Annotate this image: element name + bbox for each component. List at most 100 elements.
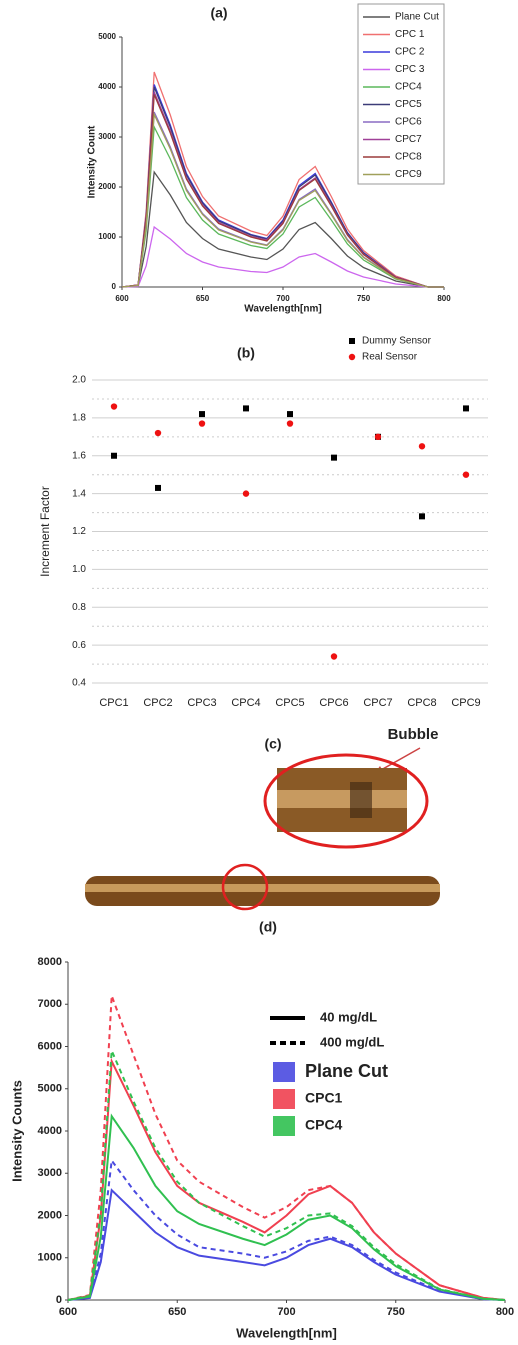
legend-label: CPC 1 xyxy=(395,29,425,40)
point xyxy=(287,411,293,417)
photo-panel: (c) Bubble xyxy=(85,726,440,909)
y-axis-label: Intensity Count xyxy=(87,125,98,198)
x-tick-label: 750 xyxy=(387,1306,405,1318)
point xyxy=(331,455,337,461)
x-tick-label: CPC4 xyxy=(231,697,260,709)
legend-label: CPC 3 xyxy=(395,64,425,75)
y-tick-label: 1000 xyxy=(38,1252,62,1264)
point xyxy=(243,405,249,411)
legend-label: CPC6 xyxy=(395,117,422,128)
legend-label: Plane Cut xyxy=(305,1061,388,1081)
point xyxy=(419,513,425,519)
x-tick-label: 800 xyxy=(496,1306,514,1318)
legend-label: CPC 2 xyxy=(395,47,425,58)
chart-title: (d) xyxy=(259,919,277,935)
y-tick-label: 1000 xyxy=(98,232,116,241)
y-tick-label: 3000 xyxy=(38,1167,62,1179)
y-tick-label: 2.0 xyxy=(72,375,86,386)
legend-swatch xyxy=(273,1116,295,1136)
y-tick-label: 4000 xyxy=(98,82,116,91)
point xyxy=(463,471,469,477)
legend-label: CPC1 xyxy=(305,1090,343,1106)
x-tick-label: 750 xyxy=(357,294,371,303)
point xyxy=(199,420,205,426)
y-tick-label: 1.8 xyxy=(72,413,86,424)
point xyxy=(243,490,249,496)
y-tick-label: 7000 xyxy=(38,998,62,1010)
point xyxy=(375,434,381,440)
y-tick-label: 0.8 xyxy=(72,602,86,613)
x-tick-label: CPC2 xyxy=(143,697,172,709)
legend-swatch xyxy=(349,338,355,344)
legend-label: CPC8 xyxy=(395,152,422,163)
sensor-highlight xyxy=(85,884,440,892)
series-line xyxy=(68,1190,505,1300)
y-tick-label: 5000 xyxy=(98,32,116,41)
legend-swatch xyxy=(273,1062,295,1082)
x-tick-label: 600 xyxy=(115,294,129,303)
legend-label: CPC5 xyxy=(395,99,422,110)
y-axis-label: Intensity Counts xyxy=(9,1080,24,1182)
x-tick-label: 600 xyxy=(59,1306,77,1318)
x-tick-label: 650 xyxy=(168,1306,186,1318)
point xyxy=(111,403,117,409)
y-tick-label: 0 xyxy=(112,282,117,291)
legend-label: Dummy Sensor xyxy=(362,336,432,347)
series-line xyxy=(68,1161,505,1300)
y-tick-label: 1.6 xyxy=(72,450,86,461)
x-tick-label: CPC7 xyxy=(363,697,392,709)
x-tick-label: CPC8 xyxy=(407,697,436,709)
bubble xyxy=(350,782,372,818)
y-tick-label: 6000 xyxy=(38,1040,62,1052)
series-line xyxy=(68,1116,505,1300)
point xyxy=(199,411,205,417)
y-tick-label: 0.4 xyxy=(72,678,86,689)
y-tick-label: 2000 xyxy=(38,1209,62,1221)
legend-swatch xyxy=(273,1089,295,1109)
y-tick-label: 5000 xyxy=(38,1083,62,1095)
y-tick-label: 4000 xyxy=(38,1125,62,1137)
y-tick-label: 1.4 xyxy=(72,488,86,499)
x-tick-label: 700 xyxy=(277,1306,295,1318)
y-tick-label: 2000 xyxy=(98,182,116,191)
legend-swatch xyxy=(349,354,355,360)
chart-title: (b) xyxy=(237,345,255,361)
y-tick-label: 0 xyxy=(56,1294,62,1306)
x-tick-label: 800 xyxy=(437,294,451,303)
x-tick-label: CPC9 xyxy=(451,697,480,709)
x-tick-label: CPC3 xyxy=(187,697,216,709)
point xyxy=(331,653,337,659)
legend-label: Plane Cut xyxy=(395,12,439,23)
point xyxy=(287,420,293,426)
annotation: Bubble xyxy=(388,726,439,743)
legend-label: CPC7 xyxy=(395,134,422,145)
y-tick-label: 0.6 xyxy=(72,640,86,651)
point xyxy=(155,430,161,436)
x-tick-label: 700 xyxy=(276,294,290,303)
point xyxy=(155,485,161,491)
figure: (c) Bubble (a) 0 1000 2000 3000 4000 5000 600 65… xyxy=(0,0,518,1345)
x-axis-label: Wavelength[nm] xyxy=(244,304,321,315)
x-tick-label: CPC6 xyxy=(319,697,348,709)
legend-label: CPC4 xyxy=(305,1117,343,1133)
point xyxy=(463,405,469,411)
inset-highlight xyxy=(277,790,407,808)
y-tick-label: 3000 xyxy=(98,132,116,141)
legend-label: 40 mg/dL xyxy=(320,1009,377,1024)
y-axis-label: Increment Factor xyxy=(38,486,52,577)
point xyxy=(419,443,425,449)
y-tick-label: 1.2 xyxy=(72,526,86,537)
x-tick-label: CPC1 xyxy=(99,697,128,709)
legend-label: CPC9 xyxy=(395,169,422,180)
legend-label: CPC4 xyxy=(395,82,422,93)
y-tick-label: 8000 xyxy=(38,956,62,968)
chart-title: (a) xyxy=(210,5,227,21)
legend-label: Real Sensor xyxy=(362,352,418,363)
y-tick-label: 1.0 xyxy=(72,564,86,575)
panel-title: (c) xyxy=(264,736,281,752)
x-axis-label: Wavelength[nm] xyxy=(236,1325,337,1340)
x-tick-label: 650 xyxy=(196,294,210,303)
series-line xyxy=(68,1051,505,1300)
legend-label: 400 mg/dL xyxy=(320,1034,384,1049)
x-tick-label: CPC5 xyxy=(275,697,304,709)
